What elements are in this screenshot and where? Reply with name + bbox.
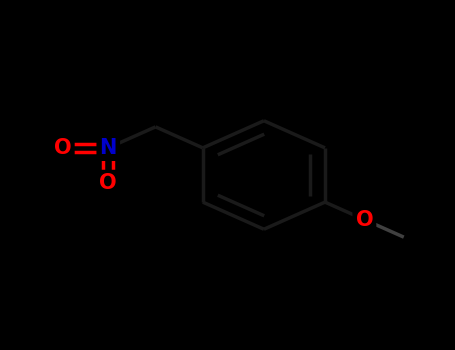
Text: O: O xyxy=(100,173,117,193)
Text: O: O xyxy=(355,210,373,230)
Text: N: N xyxy=(100,138,117,158)
Text: O: O xyxy=(54,138,71,158)
